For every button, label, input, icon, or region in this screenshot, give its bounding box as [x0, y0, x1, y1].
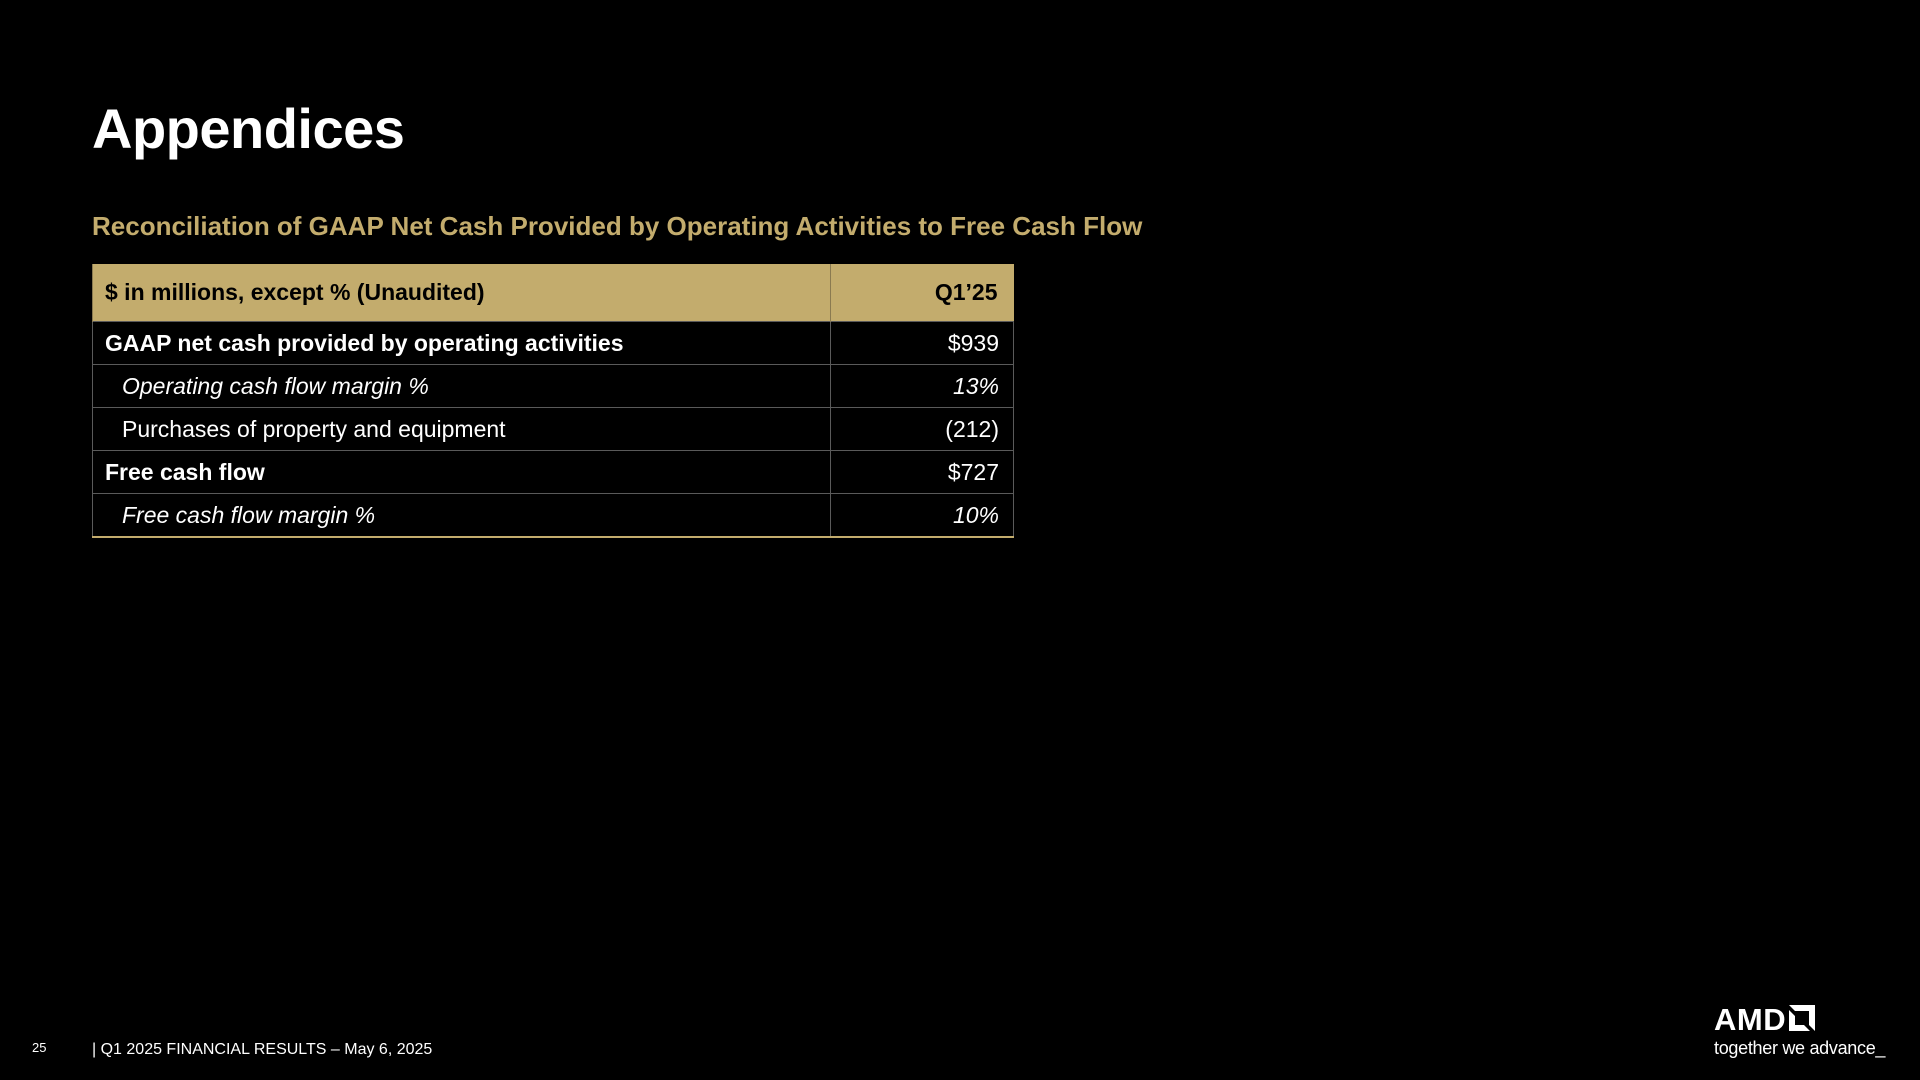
- table-header-row: $ in millions, except % (Unaudited) Q1’2…: [92, 264, 1014, 322]
- logo-wordmark-text: AMD: [1714, 1002, 1787, 1037]
- table-row: Purchases of property and equipment (212…: [92, 407, 1014, 451]
- amd-logo: AMD together we advance_: [1714, 1002, 1904, 1059]
- row-value: (212): [830, 407, 1014, 451]
- row-label: Free cash flow margin %: [92, 493, 831, 538]
- header-label: $ in millions, except % (Unaudited): [92, 264, 831, 322]
- row-label: Free cash flow: [92, 450, 831, 494]
- table-row: GAAP net cash provided by operating acti…: [92, 321, 1014, 365]
- amd-arrow-icon: [1789, 1005, 1816, 1035]
- logo-tagline: together we advance_: [1714, 1038, 1886, 1058]
- footer-text: | Q1 2025 FINANCIAL RESULTS – May 6, 202…: [92, 1041, 433, 1058]
- table-row: Free cash flow $727: [92, 450, 1014, 494]
- row-value: $939: [830, 321, 1014, 365]
- row-value: 13%: [830, 364, 1014, 408]
- logo-wordmark: AMD: [1714, 1002, 1904, 1037]
- row-label: Purchases of property and equipment: [92, 407, 831, 451]
- row-label: GAAP net cash provided by operating acti…: [92, 321, 831, 365]
- row-value: $727: [830, 450, 1014, 494]
- section-title: Reconciliation of GAAP Net Cash Provided…: [92, 211, 1143, 241]
- table-row: Free cash flow margin % 10%: [92, 493, 1014, 538]
- row-value: 10%: [830, 493, 1014, 538]
- slide-title: Appendices: [92, 97, 405, 160]
- page-number: 25: [32, 1040, 47, 1055]
- header-period: Q1’25: [830, 264, 1014, 322]
- reconciliation-table: $ in millions, except % (Unaudited) Q1’2…: [92, 264, 1014, 538]
- row-label: Operating cash flow margin %: [92, 364, 831, 408]
- table-row: Operating cash flow margin % 13%: [92, 364, 1014, 408]
